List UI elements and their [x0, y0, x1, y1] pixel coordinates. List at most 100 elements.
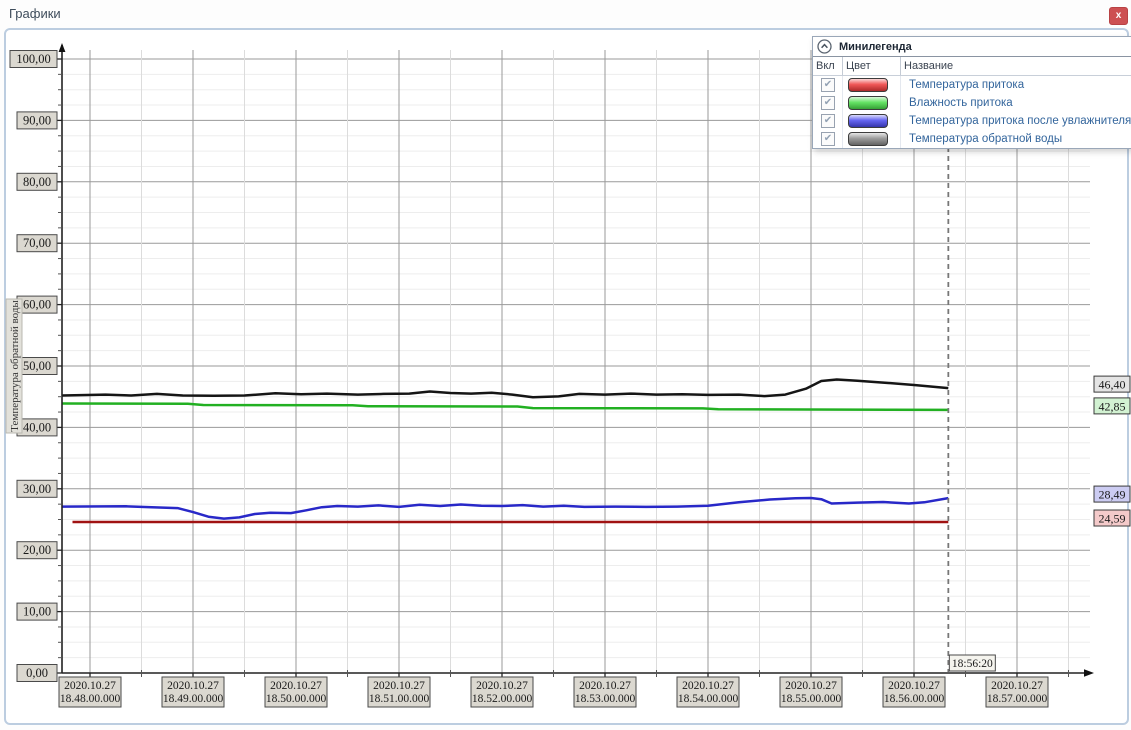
legend-table-header: Вкл Цвет Название: [813, 57, 1131, 76]
x-tick-date: 2020.10.27: [167, 680, 219, 692]
series-color-swatch: [848, 78, 888, 92]
x-tick-time: 18.56.00.000: [884, 693, 945, 705]
x-tick-time: 18.48.00.000: [60, 693, 121, 705]
window-title: Графики: [9, 6, 61, 21]
cursor-time-box: [948, 654, 996, 672]
y-tick-label: 50,00: [23, 359, 51, 373]
legend-row: ✔ Температура обратной воды: [813, 130, 1131, 148]
y-tick-box: [16, 541, 58, 560]
y-tick-label: 80,00: [23, 175, 51, 189]
x-axis-arrow: [1084, 669, 1094, 677]
series-line: [62, 378, 949, 399]
value-label: 42,85: [1099, 399, 1126, 413]
minilegend-header: Минилегенда: [813, 37, 1131, 56]
x-tick-box: [470, 676, 534, 708]
x-tick-date: 2020.10.27: [888, 680, 940, 692]
series-name-label: Температура обратной воды: [909, 133, 1063, 145]
y-tick-label: 100,00: [16, 52, 50, 66]
value-box: [1093, 375, 1131, 393]
y-tick-label: 40,00: [23, 420, 51, 434]
legend-row: ✔ Влажность притока: [813, 94, 1131, 112]
series-name-label: Температура притока: [909, 79, 1025, 91]
series-enabled-checkbox[interactable]: ✔: [821, 132, 835, 146]
x-tick-box: [882, 676, 946, 708]
x-tick-time: 18.49.00.000: [163, 693, 224, 705]
legend-table: Вкл Цвет Название ✔ Температура притока ✔ В…: [813, 56, 1131, 148]
x-tick-box: [779, 676, 843, 708]
series-line: [62, 496, 949, 520]
y-tick-label: 30,00: [23, 482, 51, 496]
y-tick-box: [16, 479, 58, 498]
y-tick-box: [9, 50, 58, 68]
x-tick-box: [367, 676, 431, 708]
x-tick-time: 18.50.00.000: [266, 693, 327, 705]
x-tick-time: 18.55.00.000: [781, 693, 842, 705]
x-tick-time: 18.51.00.000: [369, 693, 430, 705]
value-label: 28,49: [1099, 488, 1126, 502]
y-tick-label: 90,00: [23, 113, 51, 127]
y-tick-box: [16, 172, 58, 191]
value-label: 24,59: [1099, 512, 1126, 526]
x-tick-date: 2020.10.27: [373, 680, 425, 692]
value-box: [1093, 509, 1131, 527]
x-tick-date: 2020.10.27: [64, 680, 116, 692]
x-tick-time: 18.52.00.000: [472, 693, 533, 705]
x-tick-box: [58, 676, 122, 708]
x-tick-box: [573, 676, 637, 708]
x-tick-box: [264, 676, 328, 708]
x-tick-time: 18.53.00.000: [575, 693, 636, 705]
x-tick-box: [985, 676, 1049, 708]
x-tick-time: 18.57.00.000: [987, 693, 1048, 705]
y-tick-box: [16, 602, 58, 621]
minilegend-panel: Минилегенда Вкл Цвет Название ✔ Температу…: [812, 36, 1131, 149]
collapse-button[interactable]: [817, 39, 832, 54]
y-tick-label: 0,00: [26, 666, 48, 680]
series-color-swatch: [848, 132, 888, 146]
y-tick-label: 70,00: [23, 236, 51, 250]
y-axis-title: Температура обратной воды: [5, 298, 23, 434]
time-cursor[interactable]: 18:56:20: [947, 48, 996, 672]
svg-text:Температура обратной воды: Температура обратной воды: [9, 300, 21, 432]
x-tick-date: 2020.10.27: [270, 680, 322, 692]
x-tick-date: 2020.10.27: [991, 680, 1043, 692]
series-name-label: Влажность притока: [909, 97, 1013, 109]
series-enabled-checkbox[interactable]: ✔: [821, 96, 835, 110]
series-line: [62, 402, 949, 412]
x-tick-box: [676, 676, 740, 708]
legend-rows: ✔ Температура притока ✔ Влажность притока ✔ Т…: [813, 76, 1131, 148]
series-enabled-checkbox[interactable]: ✔: [821, 78, 835, 92]
axes: 0,00 10,00 20,00 30,00 40,00 50,00 60,00 70,00 8…: [9, 43, 1094, 708]
y-tick-label: 20,00: [23, 543, 51, 557]
legend-row: ✔ Температура притока после увлажнителя: [813, 112, 1131, 130]
close-button[interactable]: x: [1109, 7, 1128, 25]
series-lines: [62, 378, 949, 524]
series-enabled-checkbox[interactable]: ✔: [821, 114, 835, 128]
column-header-color: Цвет: [843, 57, 901, 75]
legend-row: ✔ Температура притока: [813, 76, 1131, 94]
y-tick-label: 10,00: [23, 605, 51, 619]
series-color-swatch: [848, 96, 888, 110]
gridlines: [62, 50, 1090, 673]
value-box: [1093, 397, 1131, 415]
cursor-time-label: 18:56:20: [952, 658, 993, 670]
x-tick-time: 18.54.00.000: [678, 693, 739, 705]
y-tick-box: [16, 111, 58, 130]
value-box: [1093, 485, 1131, 503]
x-tick-date: 2020.10.27: [476, 680, 528, 692]
x-tick-box: [161, 676, 225, 708]
chevron-up-icon: [817, 39, 832, 54]
current-value-labels: 24,59 42,85 28,49 46,40: [1093, 375, 1131, 527]
window-titlebar: Графики x: [0, 0, 1131, 27]
column-header-name: Название: [904, 60, 954, 72]
legend-title: Минилегенда: [839, 40, 912, 53]
column-header-enabled: Вкл: [813, 57, 843, 75]
series-name-label: Температура притока после увлажнителя: [909, 115, 1131, 127]
y-axis-arrow: [58, 43, 66, 52]
x-tick-date: 2020.10.27: [579, 680, 631, 692]
x-tick-date: 2020.10.27: [785, 680, 837, 692]
x-tick-date: 2020.10.27: [682, 680, 734, 692]
y-tick-label: 60,00: [23, 298, 51, 312]
y-tick-box: [16, 664, 58, 682]
